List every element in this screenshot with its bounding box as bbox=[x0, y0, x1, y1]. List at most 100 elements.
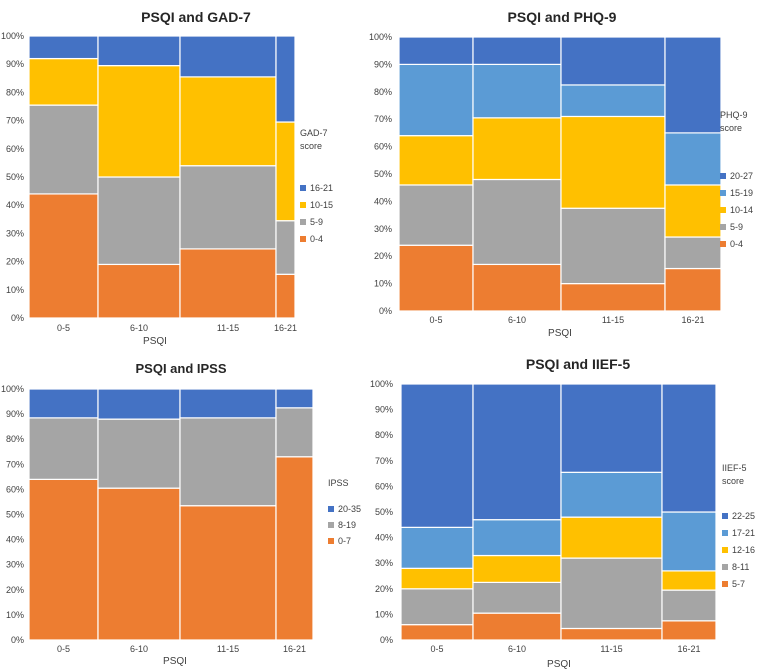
mosaic-segment bbox=[472, 263, 562, 312]
y-tick-label: 90% bbox=[374, 59, 392, 69]
legend-title: score bbox=[722, 476, 744, 486]
mosaic-segment bbox=[472, 178, 562, 266]
y-tick-label: 100% bbox=[1, 31, 24, 41]
x-tick-label: 0-5 bbox=[57, 644, 70, 654]
mosaic-segment bbox=[179, 165, 277, 250]
mosaic-segment bbox=[664, 132, 722, 186]
mosaic-segment bbox=[179, 248, 277, 319]
y-tick-label: 20% bbox=[375, 584, 393, 594]
mosaic-segment bbox=[179, 76, 277, 167]
x-tick-label: 0-5 bbox=[429, 315, 442, 325]
legend-label: 12-16 bbox=[732, 545, 755, 555]
mosaic-segment bbox=[97, 35, 181, 67]
y-tick-label: 80% bbox=[6, 434, 24, 444]
y-tick-label: 50% bbox=[6, 172, 24, 182]
legend-swatch bbox=[720, 173, 726, 179]
legend-label: 16-21 bbox=[310, 183, 333, 193]
x-tick-label: 6-10 bbox=[508, 315, 526, 325]
legend-swatch bbox=[722, 530, 728, 536]
x-axis-label: PSQI bbox=[547, 659, 571, 670]
mosaic-segment bbox=[28, 417, 99, 480]
mosaic-segment bbox=[275, 273, 296, 319]
mosaic-segment bbox=[97, 388, 181, 420]
y-tick-label: 20% bbox=[374, 251, 392, 261]
legend-title: score bbox=[720, 123, 742, 133]
chart-title: PSQI and PHQ-9 bbox=[508, 9, 617, 25]
legend-swatch bbox=[722, 581, 728, 587]
y-tick-label: 0% bbox=[11, 635, 24, 645]
legend-swatch bbox=[722, 547, 728, 553]
legend-swatch bbox=[300, 202, 306, 208]
y-tick-label: 0% bbox=[379, 306, 392, 316]
mosaic-segment bbox=[28, 478, 99, 641]
chart-title: PSQI and GAD-7 bbox=[141, 9, 251, 25]
y-tick-label: 0% bbox=[11, 313, 24, 323]
mosaic-segment bbox=[97, 65, 181, 178]
mosaic-segment bbox=[560, 627, 663, 641]
mosaic-segment bbox=[398, 244, 474, 312]
x-tick-label: 6-10 bbox=[130, 323, 148, 333]
mosaic-segment bbox=[179, 35, 277, 78]
y-tick-label: 40% bbox=[6, 535, 24, 545]
legend-swatch bbox=[328, 506, 334, 512]
chart-panel: PSQI and IIEF-5 0% 10% 20% 30% 40% 50% 60% 70% 80… bbox=[370, 356, 755, 670]
y-tick-label: 80% bbox=[374, 87, 392, 97]
legend-label: 10-15 bbox=[310, 200, 333, 210]
y-tick-label: 30% bbox=[375, 558, 393, 568]
y-tick-label: 60% bbox=[374, 142, 392, 152]
mosaic-segment bbox=[179, 388, 277, 419]
y-tick-label: 70% bbox=[6, 116, 24, 126]
mosaic-segment bbox=[400, 624, 474, 641]
mosaic-segment bbox=[400, 588, 474, 626]
chart-panel: PSQI and IPSS 0% 10% 20% 30% 40% 50% 60% 70% 80% 9… bbox=[1, 361, 361, 667]
legend-swatch bbox=[300, 219, 306, 225]
legend-swatch bbox=[300, 185, 306, 191]
legend-label: 15-19 bbox=[730, 188, 753, 198]
y-tick-label: 90% bbox=[6, 59, 24, 69]
x-tick-label: 6-10 bbox=[130, 644, 148, 654]
legend-label: 10-14 bbox=[730, 205, 753, 215]
x-tick-label: 16-21 bbox=[274, 323, 297, 333]
chart-title: PSQI and IPSS bbox=[135, 361, 226, 376]
y-tick-label: 40% bbox=[374, 196, 392, 206]
mosaic-segment bbox=[97, 176, 181, 266]
legend-title: IIEF-5 bbox=[722, 463, 747, 473]
mosaic-segment bbox=[560, 516, 663, 559]
mosaic-segment bbox=[275, 35, 296, 123]
legend-title: IPSS bbox=[328, 478, 349, 488]
legend-label: 5-9 bbox=[730, 222, 743, 232]
y-tick-label: 70% bbox=[375, 456, 393, 466]
x-axis-label: PSQI bbox=[163, 656, 187, 667]
mosaic-segment bbox=[560, 84, 666, 118]
mosaic-segment bbox=[661, 511, 717, 572]
mosaic-segment bbox=[275, 121, 296, 222]
mosaic-segment bbox=[560, 115, 666, 209]
mosaic-segment bbox=[28, 193, 99, 319]
mosaic-segment bbox=[97, 487, 181, 641]
mosaic-segment bbox=[28, 104, 99, 195]
x-tick-label: 16-21 bbox=[677, 644, 700, 654]
mosaic-segment bbox=[400, 567, 474, 590]
mosaic-segment bbox=[664, 236, 722, 270]
mosaic-segment bbox=[472, 554, 562, 584]
y-tick-label: 70% bbox=[374, 114, 392, 124]
y-tick-label: 10% bbox=[375, 609, 393, 619]
y-tick-label: 10% bbox=[6, 285, 24, 295]
mosaic-segment bbox=[400, 526, 474, 569]
legend-label: 17-21 bbox=[732, 528, 755, 538]
mosaic-segment bbox=[97, 263, 181, 319]
y-tick-label: 30% bbox=[6, 228, 24, 238]
mosaic-segment bbox=[560, 283, 666, 312]
y-tick-label: 30% bbox=[374, 224, 392, 234]
legend-swatch bbox=[720, 190, 726, 196]
mosaic-segment bbox=[472, 612, 562, 641]
legend-label: 20-35 bbox=[338, 504, 361, 514]
x-tick-label: 11-15 bbox=[217, 323, 239, 333]
x-tick-label: 11-15 bbox=[600, 644, 622, 654]
chart-panel: PSQI and GAD-7 0% 10% 20% 30% 40% 50% 60% 70% 80%… bbox=[1, 9, 333, 347]
mosaic-segment bbox=[472, 519, 562, 557]
mosaic-segment bbox=[97, 418, 181, 489]
mosaic-segment bbox=[472, 383, 562, 521]
legend-title: score bbox=[300, 141, 322, 151]
